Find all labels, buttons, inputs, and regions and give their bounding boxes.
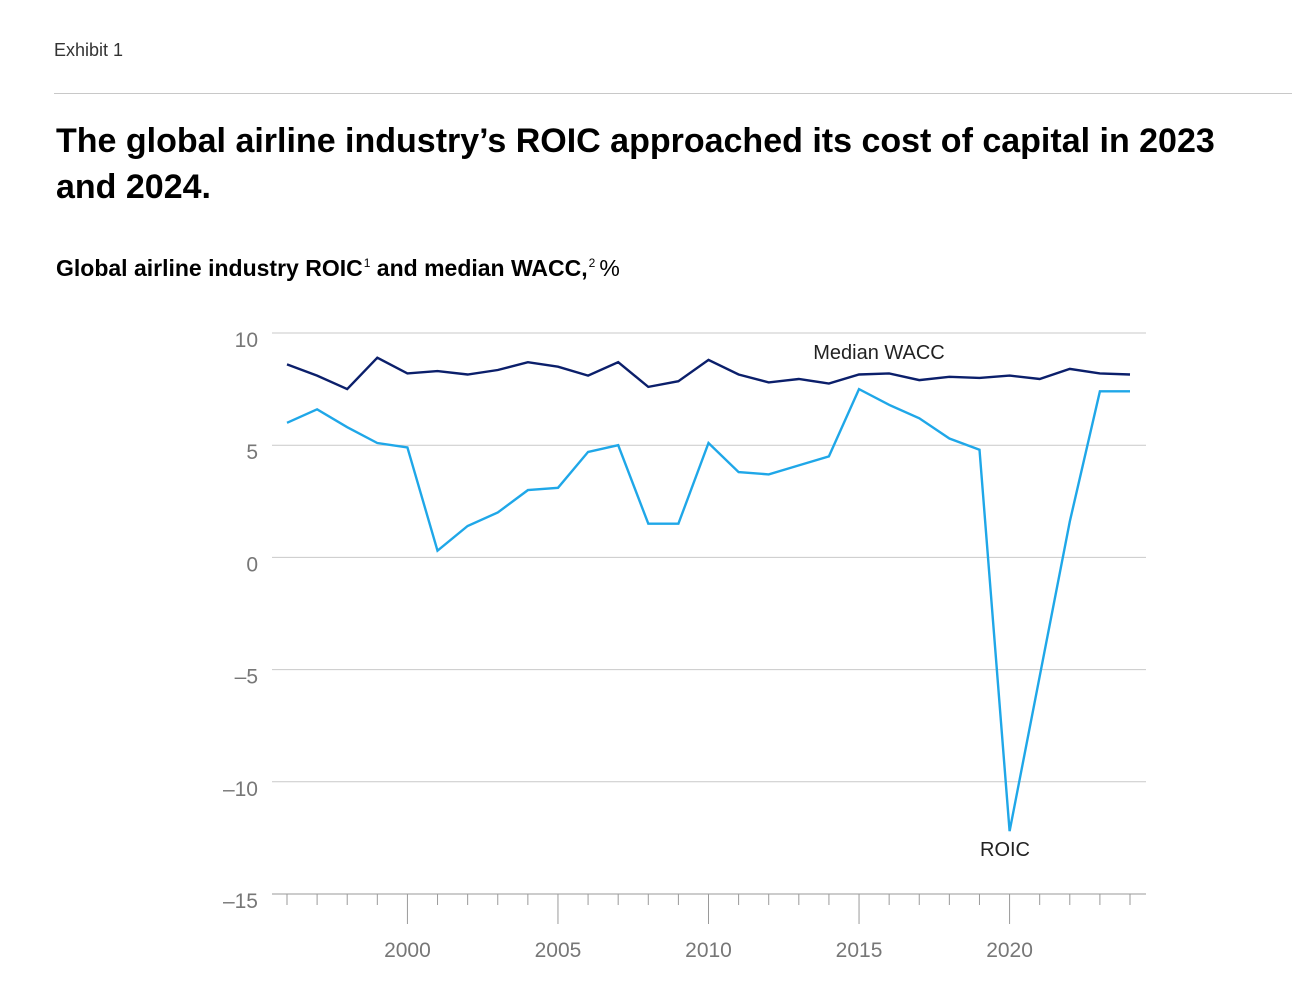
unit-label: %	[599, 255, 620, 281]
footnote-marker-2: 2	[588, 256, 596, 270]
y-tick-label-0: 10	[235, 329, 258, 352]
series-label-roic: ROIC	[980, 839, 1030, 861]
subtitle-text-2: and median WACC,	[370, 255, 588, 281]
series-line-roic	[286, 387, 1130, 832]
x-tick-label-2010: 2010	[685, 939, 732, 962]
chart-subtitle: Global airline industry ROIC1 and median…	[56, 255, 620, 282]
chart-headline: The global airline industry’s ROIC appro…	[56, 122, 1215, 206]
x-tick-label-2005: 2005	[535, 939, 582, 962]
x-tick-label-2020: 2020	[986, 939, 1033, 962]
y-tick-label-1: 5	[246, 441, 258, 464]
y-tick-label-4: –10	[223, 778, 258, 801]
header-divider	[54, 93, 1292, 94]
subtitle-text-1: Global airline industry ROIC	[56, 255, 363, 281]
y-tick-label-2: 0	[246, 553, 258, 576]
footnote-marker-1: 1	[363, 256, 371, 270]
series-line-median-wacc	[286, 356, 1131, 391]
x-tick-label-2000: 2000	[384, 939, 431, 962]
exhibit-label: Exhibit 1	[54, 40, 124, 60]
y-tick-label-3: –5	[235, 666, 258, 689]
series-label-median-wacc: Median WACC	[813, 342, 945, 364]
x-tick-label-2015: 2015	[836, 939, 883, 962]
y-tick-label-5: –15	[223, 890, 258, 913]
